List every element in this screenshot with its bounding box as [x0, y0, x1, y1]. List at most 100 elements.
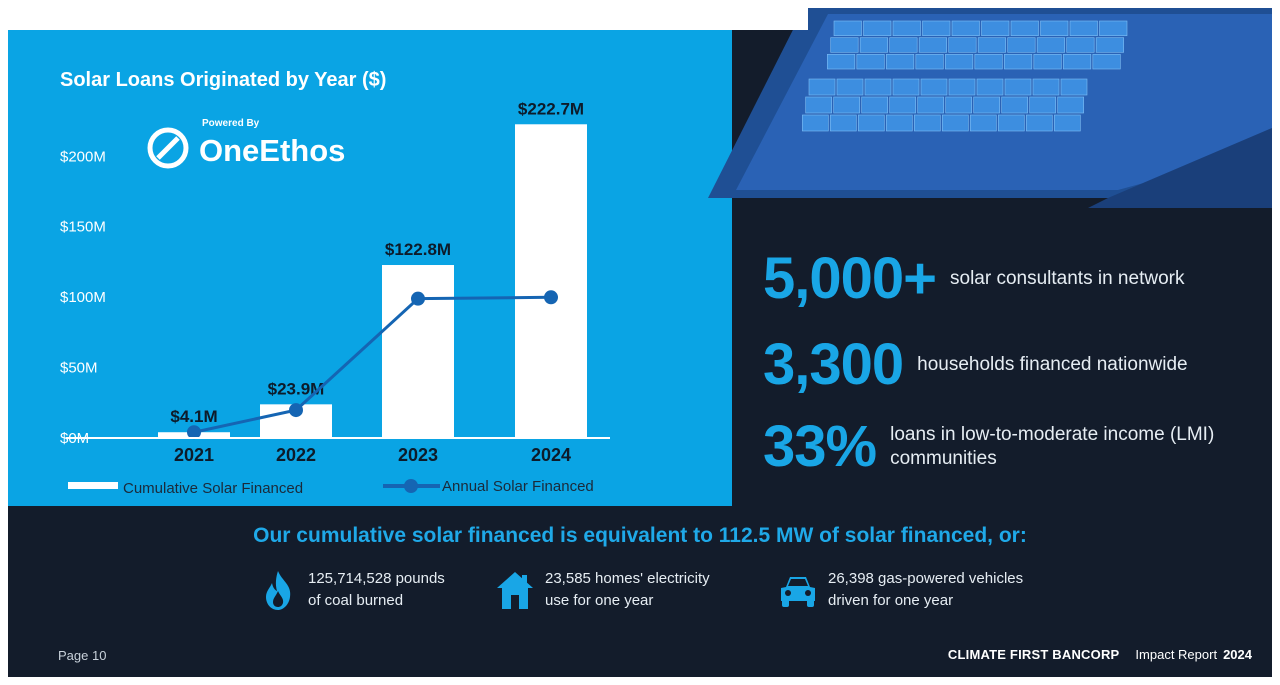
line-point-2023 [411, 291, 425, 306]
y-tick-label: $50M [60, 360, 98, 377]
solar-cell [1057, 96, 1084, 114]
report-label: Impact Report [1135, 646, 1218, 662]
solar-cell [856, 54, 885, 70]
footer-brand: CLIMATE FIRST BANCORP Impact Report 2024 [920, 640, 1252, 668]
chart-panel [8, 30, 732, 506]
solar-cell [805, 96, 832, 114]
stat-households: 3,300 households financed nationwide [763, 336, 1188, 394]
stat-label: solar consultants in network [950, 268, 1185, 290]
solar-cell [1032, 78, 1060, 96]
solar-cell [861, 96, 888, 114]
legend-annual-label: Annual Solar Financed [442, 478, 594, 495]
equivalence-coal: 125,714,528 pounds of coal burned [258, 568, 508, 612]
solar-cell [1054, 114, 1081, 132]
stat-label: households financed nationwide [917, 354, 1188, 376]
solar-cell [886, 54, 915, 70]
solar-cell [1004, 54, 1033, 70]
y-tick-label: $100M [60, 289, 106, 306]
solar-cell [1001, 96, 1028, 114]
solar-cell [1069, 20, 1098, 36]
solar-cell [948, 78, 976, 96]
stat-value: 3,300 [763, 332, 904, 397]
solar-cell [917, 96, 944, 114]
solar-cell [1036, 37, 1065, 53]
oneethos-logo-text: OneEthos [199, 133, 345, 168]
line-point-2021 [187, 425, 201, 440]
legend-line-marker [404, 479, 418, 493]
stat-consultants: 5,000+ solar consultants in network [763, 250, 1184, 308]
bar-value-label: $122.8M [385, 240, 451, 259]
bar-value-label: $4.1M [170, 407, 217, 426]
solar-cell [915, 54, 944, 70]
line-point-2022 [289, 403, 303, 418]
solar-cell [1026, 114, 1053, 132]
bar-value-label: $23.9M [268, 379, 325, 398]
car-icon [781, 576, 815, 607]
solar-panel-array [802, 20, 1128, 132]
report-year: 2024 [1223, 646, 1252, 662]
solar-cell [889, 96, 916, 114]
cars-line-2: driven for one year [828, 591, 954, 609]
solar-cell [802, 114, 829, 132]
solar-cell [1033, 54, 1062, 70]
homes-line-1: 23,585 homes' electricity [545, 570, 710, 587]
equivalence-headline: Our cumulative solar financed is equival… [253, 524, 1027, 547]
solar-cell [864, 78, 892, 96]
solar-cell [1066, 37, 1095, 53]
flame-icon [266, 570, 291, 610]
coal-line-2: of coal burned [308, 591, 404, 609]
stat-lmi-loans: 33% loans in low-to-moderate income (LMI… [763, 418, 1230, 476]
legend-cumulative-label: Cumulative Solar Financed [123, 480, 303, 497]
solar-cell [1007, 37, 1036, 53]
solar-cell [886, 114, 913, 132]
y-tick-label: $200M [60, 148, 106, 165]
coal-line-1: 125,714,528 pounds [308, 570, 445, 587]
homes-line-2: use for one year [545, 591, 654, 609]
solar-cell [945, 54, 974, 70]
x-tick-label: 2021 [174, 445, 214, 465]
solar-cell [889, 37, 918, 53]
chart-title: Solar Loans Originated by Year ($) [60, 69, 386, 91]
solar-cell [976, 78, 1004, 96]
x-tick-label: 2023 [398, 445, 438, 465]
solar-cell [1099, 20, 1128, 36]
solar-cell [836, 78, 864, 96]
top-margin [8, 8, 808, 30]
legend-bar-swatch [68, 482, 118, 489]
solar-roof-illustration [708, 8, 1272, 208]
cars-line-1: 26,398 gas-powered vehicles [828, 570, 1024, 587]
solar-cell [914, 114, 941, 132]
x-tick-label: 2024 [531, 445, 571, 465]
solar-cell [977, 37, 1006, 53]
solar-cell [830, 37, 859, 53]
solar-cell [1040, 20, 1069, 36]
equivalence-homes: 23,585 homes' electricity use for one ye… [495, 568, 745, 612]
solar-cell [1010, 20, 1039, 36]
solar-cell [920, 78, 948, 96]
equivalence-cars: 26,398 gas-powered vehicles driven for o… [778, 568, 1028, 612]
solar-cell [945, 96, 972, 114]
solar-cell [951, 20, 980, 36]
solar-cell [833, 20, 862, 36]
solar-cell [974, 54, 1003, 70]
solar-cell [1095, 37, 1124, 53]
solar-cell [942, 114, 969, 132]
solar-cell [948, 37, 977, 53]
solar-cell [922, 20, 951, 36]
solar-cell [1092, 54, 1121, 70]
line-point-2024 [544, 290, 558, 305]
y-tick-label: $150M [60, 219, 106, 236]
powered-by-logo: Powered By OneEthos [147, 118, 345, 169]
stat-value: 33% [763, 414, 877, 479]
solar-cell [892, 20, 921, 36]
solar-cell [1029, 96, 1056, 114]
solar-cell [808, 78, 836, 96]
powered-by-text: Powered By [202, 118, 260, 129]
solar-cell [1063, 54, 1092, 70]
oneethos-logo-icon [147, 127, 189, 169]
solar-cell [998, 114, 1025, 132]
page-number: Page 10 [58, 648, 107, 663]
solar-cell [918, 37, 947, 53]
annual-line [193, 295, 552, 434]
solar-cell [833, 96, 860, 114]
